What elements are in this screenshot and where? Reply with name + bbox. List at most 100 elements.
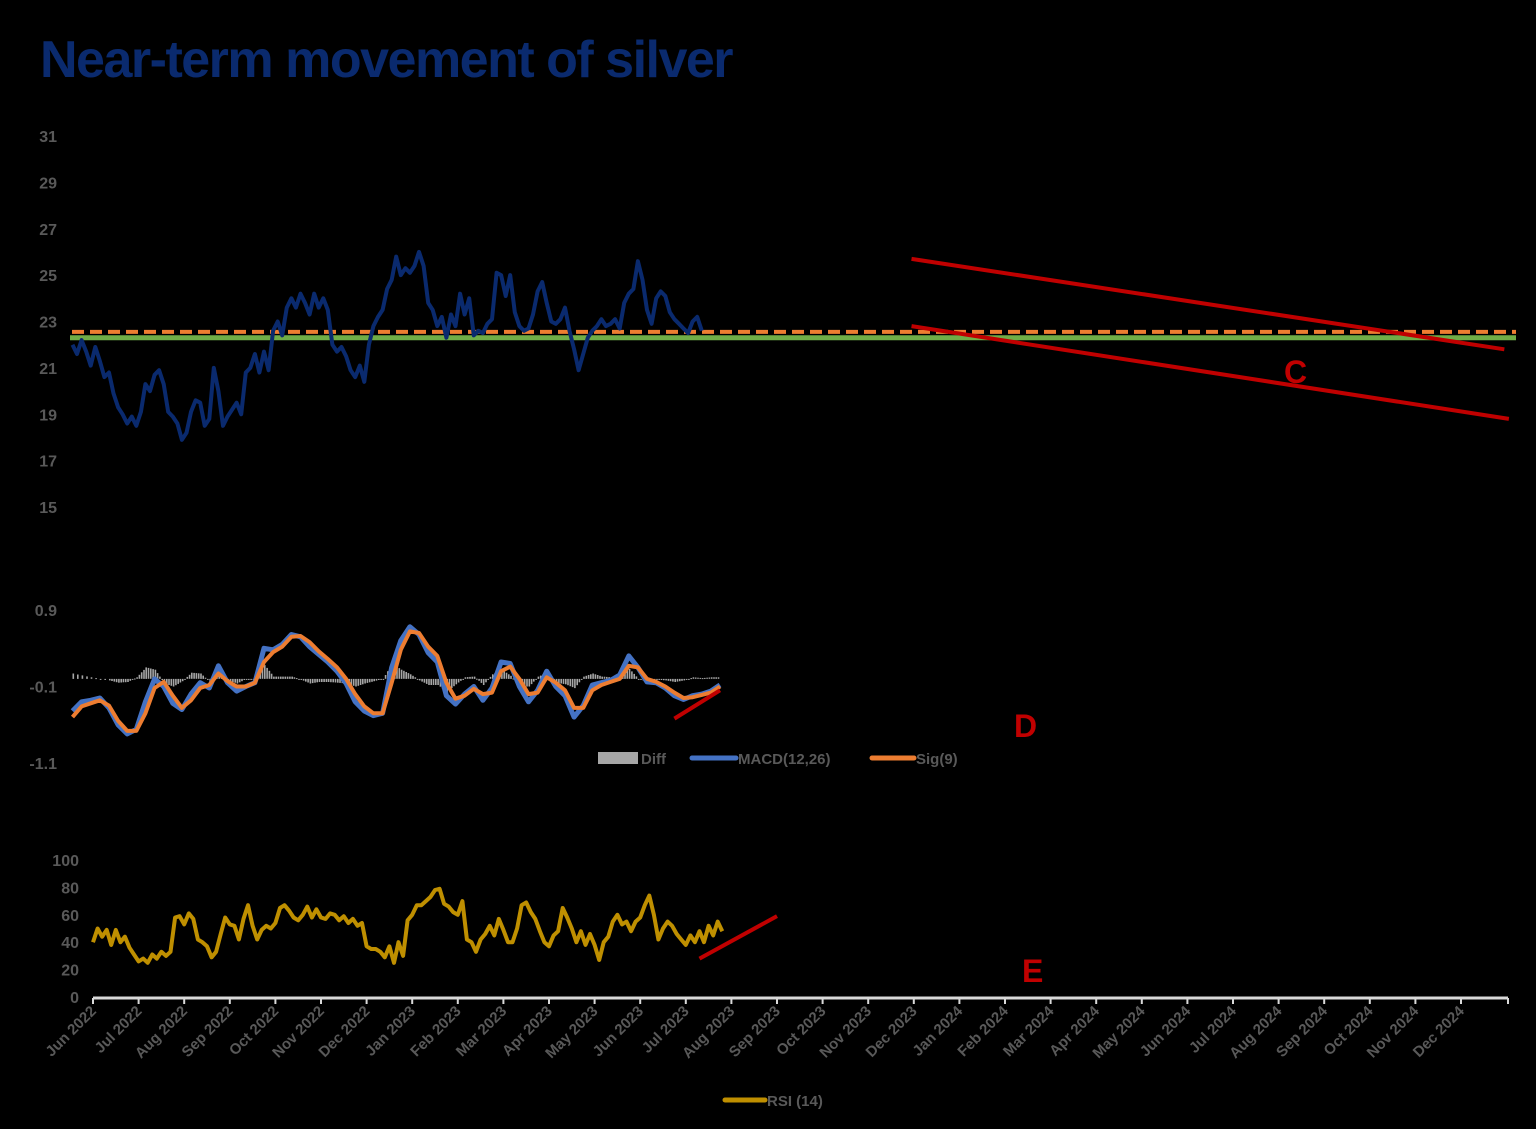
price-y-axis: 31 29 27 25 23 21 19 17 15 (39, 129, 57, 517)
diff-bar (175, 678, 177, 686)
diff-bar (181, 678, 184, 682)
diff-bar (307, 678, 309, 683)
diff-bar (115, 678, 118, 683)
diff-bar (305, 678, 307, 682)
diff-bar (147, 667, 150, 679)
diff-bar (697, 677, 699, 679)
diff-bar (466, 677, 469, 679)
diff-bar (357, 678, 360, 686)
y-tick-label: 17 (39, 454, 57, 471)
diff-bar (681, 678, 683, 681)
diff-bar (708, 677, 711, 679)
diff-bar (250, 678, 252, 680)
legend-macd-label: MACD(12,26) (738, 751, 831, 768)
diff-bar (569, 678, 572, 687)
diff-bar (380, 678, 382, 680)
diff-bar (701, 678, 704, 680)
y-tick-label: 27 (39, 222, 57, 239)
diff-bar (409, 674, 412, 679)
legend-signal-label: Sig(9) (916, 751, 958, 768)
diff-bar (295, 678, 298, 680)
diff-bar (282, 676, 284, 679)
y-tick-label: 19 (39, 407, 57, 424)
diff-bar (152, 669, 154, 679)
diff-bar (471, 676, 474, 679)
diff-bar (626, 670, 629, 679)
diff-bar (81, 675, 84, 679)
diff-bar (713, 677, 715, 679)
diff-bar (412, 675, 414, 679)
diff-bar (325, 678, 328, 682)
diff-bar (512, 678, 515, 680)
y-tick-label: 15 (39, 500, 57, 517)
diff-bar (364, 678, 366, 684)
diff-bar (300, 678, 303, 680)
diff-bar (560, 678, 562, 684)
diff-bar (99, 678, 102, 680)
diff-bar (261, 668, 264, 679)
x-tick-label: Jun 2022 (42, 1003, 99, 1060)
diff-bar (120, 678, 122, 683)
diff-bar (309, 678, 312, 684)
diff-bar (405, 672, 407, 679)
diff-bar (124, 678, 127, 683)
diff-bar (118, 678, 120, 683)
diff-bar (539, 675, 542, 679)
diff-bar (131, 678, 134, 680)
x-axis-ticks (92, 998, 1509, 1004)
diff-bar (421, 678, 423, 682)
diff-bar (238, 678, 241, 683)
diff-bar (236, 678, 239, 684)
diff-bar (104, 678, 106, 680)
legend-diff-swatch (598, 752, 638, 764)
diff-bar (523, 678, 526, 687)
diff-bar (562, 678, 565, 684)
diff-bar (419, 678, 421, 681)
diff-bar (168, 678, 170, 685)
diff-bar (535, 678, 537, 680)
diff-bar (330, 678, 332, 683)
diff-bar (576, 678, 578, 686)
diff-bar (635, 676, 638, 679)
diff-bar (414, 677, 417, 679)
rsi-y-axis: 100 80 60 40 20 0 (52, 853, 79, 1007)
diff-bar (202, 675, 204, 679)
trend-line-c-lower (911, 324, 1510, 421)
x-tick-label: Jun 2023 (590, 1003, 647, 1060)
diff-bar (197, 673, 200, 679)
diff-bar (704, 677, 706, 679)
diff-bar (191, 672, 193, 679)
diff-bar (476, 678, 478, 680)
diff-bar (416, 678, 419, 680)
diff-bar (706, 677, 708, 679)
diff-bar (161, 678, 163, 680)
diff-bar (373, 678, 375, 682)
diff-bar (129, 678, 132, 681)
diff-bar (571, 678, 574, 688)
page-title: Near-term movement of silver (40, 31, 734, 89)
diff-bar (457, 678, 460, 683)
diff-bar (280, 676, 282, 679)
diff-bar (574, 678, 576, 689)
diff-bar (170, 678, 173, 686)
diff-bar (694, 677, 697, 679)
diff-bar (451, 678, 453, 689)
diff-bar (143, 669, 145, 679)
diff-bar (633, 673, 635, 679)
diff-bar (478, 678, 480, 681)
diff-bar (248, 678, 250, 680)
diff-bar (592, 673, 594, 679)
diff-bar (578, 678, 581, 683)
y-tick-label: 0 (70, 990, 79, 1007)
diff-bar (663, 678, 665, 681)
trend-line-e (698, 914, 778, 961)
diff-bar (508, 674, 510, 679)
diff-bar (298, 678, 300, 680)
diff-bar (606, 676, 608, 679)
diff-bar (585, 675, 588, 679)
diff-bar (480, 678, 483, 683)
diff-bar (245, 678, 248, 680)
diff-bar (284, 676, 287, 679)
diff-bar (656, 678, 658, 680)
